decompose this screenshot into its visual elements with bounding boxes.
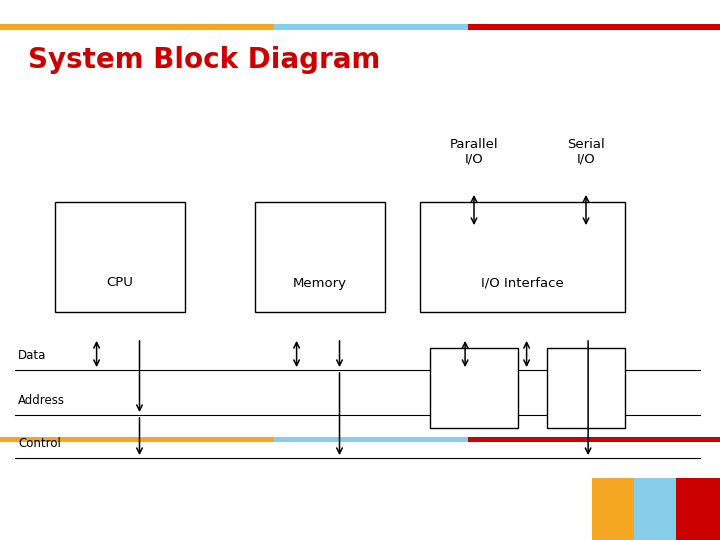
Text: I/O Interface: I/O Interface xyxy=(481,276,564,289)
Text: innovate: innovate xyxy=(596,50,630,58)
Bar xyxy=(468,437,720,442)
Bar xyxy=(0,24,274,30)
Text: Parallel
I/O: Parallel I/O xyxy=(450,138,498,166)
Bar xyxy=(274,24,468,30)
Bar xyxy=(420,202,625,312)
Bar xyxy=(430,348,518,428)
Text: Memory: Memory xyxy=(293,276,347,289)
Bar xyxy=(592,478,634,540)
Text: Address: Address xyxy=(18,394,65,407)
Text: BITS: BITS xyxy=(610,520,636,530)
Bar xyxy=(0,437,274,442)
Bar xyxy=(255,202,385,312)
Text: Control: Control xyxy=(18,437,61,450)
Text: Data: Data xyxy=(18,349,46,362)
Text: CPU: CPU xyxy=(107,276,133,289)
Text: lead: lead xyxy=(690,50,706,58)
Bar xyxy=(468,24,720,30)
Text: Serial
I/O: Serial I/O xyxy=(567,138,605,166)
Bar xyxy=(274,437,468,442)
Bar xyxy=(55,202,185,312)
Bar xyxy=(676,478,720,540)
Bar xyxy=(547,348,625,428)
Text: achieve: achieve xyxy=(640,50,670,58)
Text: System Block Diagram: System Block Diagram xyxy=(28,46,380,74)
Bar xyxy=(634,478,676,540)
Text: Pilani, Pilani Campus: Pilani, Pilani Campus xyxy=(625,520,720,530)
